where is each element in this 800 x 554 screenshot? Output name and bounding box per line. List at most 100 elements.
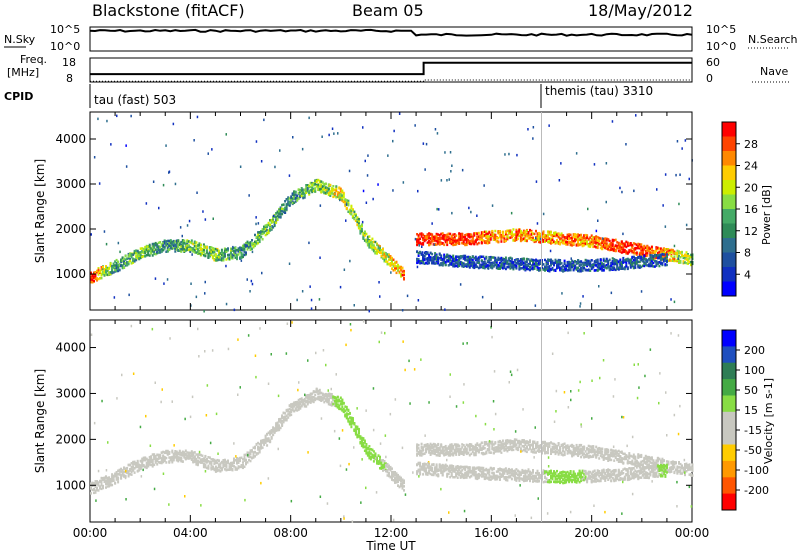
data-cell — [625, 265, 628, 268]
data-cell — [139, 256, 142, 260]
data-cell — [297, 408, 300, 411]
data-cell — [498, 230, 501, 233]
scatter-cell — [611, 120, 614, 123]
data-cell — [287, 200, 290, 203]
data-cell — [114, 264, 117, 267]
data-cell — [217, 254, 220, 257]
scatter-cell — [448, 178, 450, 181]
data-cell — [213, 258, 216, 262]
data-cell — [303, 196, 306, 199]
data-cell — [163, 247, 166, 250]
data-cell — [193, 451, 196, 454]
data-cell — [401, 273, 404, 277]
data-cell — [425, 257, 428, 261]
data-cell — [461, 232, 464, 236]
scatter-cell — [560, 162, 562, 165]
scatter-cell — [105, 242, 108, 246]
data-cell — [377, 249, 380, 253]
data-cell — [530, 264, 533, 267]
data-cell — [608, 239, 611, 243]
data-cell — [138, 466, 141, 470]
data-cell — [583, 264, 586, 267]
data-cell — [401, 266, 404, 270]
data-cell — [318, 188, 321, 191]
data-cell — [673, 255, 676, 259]
data-cell — [249, 449, 252, 452]
scatter-cell — [364, 159, 366, 163]
data-cell — [586, 259, 589, 263]
data-cell — [297, 406, 300, 409]
data-cell — [168, 461, 171, 464]
scatter-cell — [421, 251, 424, 254]
data-cell — [302, 191, 305, 194]
data-cell — [667, 259, 670, 262]
data-cell — [510, 266, 513, 269]
data-cell — [420, 259, 423, 263]
data-cell — [217, 459, 220, 462]
data-cell — [282, 210, 285, 213]
data-cell — [510, 263, 513, 267]
data-cell — [516, 237, 519, 241]
data-cell — [254, 455, 256, 458]
data-cell — [504, 262, 507, 265]
data-cell — [610, 263, 613, 266]
data-cell — [195, 459, 198, 463]
data-cell — [550, 237, 552, 241]
data-cell — [530, 233, 533, 236]
data-cell — [314, 187, 317, 190]
data-cell — [278, 213, 281, 216]
data-cell — [368, 241, 371, 245]
data-cell — [133, 251, 136, 254]
data-cell — [634, 263, 637, 267]
data-cell — [446, 260, 449, 263]
data-cell — [300, 189, 303, 192]
data-cell — [450, 242, 453, 245]
data-cell — [103, 271, 106, 274]
data-cell — [485, 241, 488, 245]
data-cell — [646, 252, 649, 255]
data-cell — [681, 254, 683, 257]
data-cell — [111, 483, 114, 487]
data-cell — [565, 265, 568, 269]
data-cell — [269, 228, 272, 231]
data-cell — [548, 233, 551, 236]
data-cell — [242, 244, 244, 248]
data-cell — [279, 210, 282, 213]
data-cell — [395, 267, 398, 270]
data-cell — [220, 250, 223, 254]
data-cell — [305, 405, 308, 408]
data-cell — [204, 245, 207, 249]
data-cell — [637, 256, 640, 259]
scatter-cell — [635, 114, 637, 117]
noise-left-tick-bottom: 10^0 — [50, 40, 80, 53]
data-cell — [189, 245, 192, 249]
data-cell — [151, 242, 154, 246]
data-cell — [285, 198, 288, 201]
data-cell — [589, 244, 592, 247]
data-cell — [184, 246, 187, 249]
data-cell — [193, 241, 196, 244]
data-cell — [586, 242, 589, 246]
data-cell — [607, 248, 610, 251]
data-cell — [602, 257, 605, 261]
cpid-label: CPID — [4, 90, 33, 103]
data-cell — [148, 458, 151, 461]
data-cell — [483, 240, 486, 243]
data-cell — [211, 458, 214, 461]
data-cell — [580, 269, 583, 273]
data-cell — [425, 238, 428, 241]
data-cell — [626, 267, 629, 270]
data-cell — [423, 236, 426, 239]
data-cell — [223, 461, 226, 464]
data-cell — [272, 426, 275, 429]
data-cell — [186, 454, 189, 457]
data-cell — [506, 261, 509, 264]
data-cell — [243, 454, 246, 458]
data-cell — [323, 191, 326, 195]
data-cell — [644, 249, 647, 253]
data-cell — [239, 250, 241, 254]
data-cell — [416, 233, 419, 236]
data-cell — [138, 253, 141, 256]
data-cell — [509, 232, 512, 236]
data-cell — [184, 242, 187, 246]
